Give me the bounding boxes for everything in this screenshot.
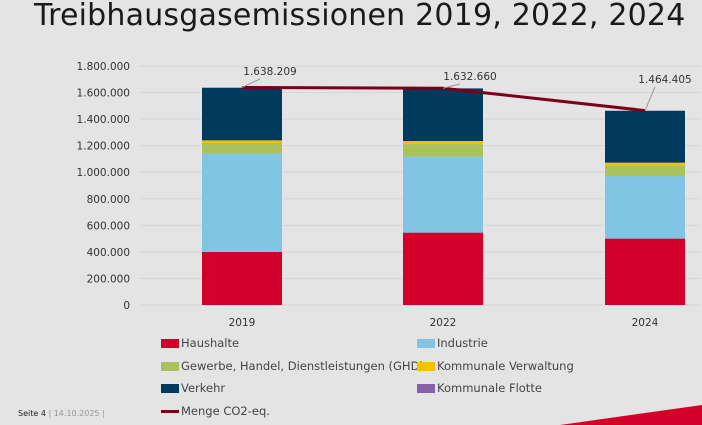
legend-swatch xyxy=(161,361,179,371)
legend-swatch xyxy=(161,409,179,413)
y-tick-label: 800.000 xyxy=(87,194,130,206)
legend-label: Kommunale Flotte xyxy=(437,381,542,395)
legend-item: Industrie xyxy=(417,336,488,350)
legend-label: Gewerbe, Handel, Dienstleistungen (GHD) xyxy=(181,359,424,373)
x-tick-label: 2024 xyxy=(632,317,659,329)
legend-item: Gewerbe, Handel, Dienstleistungen (GHD) xyxy=(161,359,424,373)
y-tick-label: 400.000 xyxy=(87,247,130,259)
bar-segment xyxy=(403,141,483,145)
data-label: 1.632.660 xyxy=(443,71,496,83)
data-label: 1.638.209 xyxy=(243,66,296,78)
bar-segment xyxy=(403,88,483,142)
legend-swatch xyxy=(417,338,435,348)
bar-segment xyxy=(403,144,483,157)
chart-title: Treibhausgasemissionen 2019, 2022, 2024 xyxy=(34,0,686,33)
y-tick-label: 1.200.000 xyxy=(77,141,130,153)
legend-item: Menge CO2-eq. xyxy=(161,404,270,418)
footer: Seite 4 | 14.10.2025 | xyxy=(18,409,105,418)
legend-label: Verkehr xyxy=(181,381,226,395)
legend-swatch xyxy=(161,383,179,393)
bar-segment xyxy=(403,156,483,233)
legend-swatch xyxy=(417,361,435,371)
y-tick-label: 1.400.000 xyxy=(77,114,130,126)
y-tick-label: 200.000 xyxy=(87,273,130,285)
bar-segment xyxy=(605,162,685,166)
legend-item: Verkehr xyxy=(161,381,225,395)
data-label-leader xyxy=(442,83,461,89)
x-tick-label: 2019 xyxy=(229,317,256,329)
legend-item: Haushalte xyxy=(161,336,239,350)
data-label-leader xyxy=(644,86,656,111)
legend-label: Haushalte xyxy=(181,336,240,350)
decorative-wedge xyxy=(560,405,702,425)
legend-label: Menge CO2-eq. xyxy=(181,404,270,418)
y-tick-label: 1.800.000 xyxy=(77,61,130,73)
bar-segment xyxy=(202,251,282,305)
bar-segment xyxy=(403,232,483,305)
bar-segment xyxy=(202,143,282,154)
data-label-leader xyxy=(241,78,261,88)
data-label: 1.464.405 xyxy=(638,74,691,86)
legend-item: Kommunale Flotte xyxy=(417,381,542,395)
y-tick-label: 600.000 xyxy=(87,220,130,232)
bar-segment xyxy=(202,87,282,141)
legend-label: Kommunale Verwaltung xyxy=(437,359,574,373)
bar-segment xyxy=(605,165,685,177)
legend-label: Industrie xyxy=(437,336,488,350)
page-number: Seite 4 xyxy=(18,409,46,418)
date: 14.10.2025 xyxy=(53,409,100,418)
bar-segment xyxy=(202,140,282,144)
bar-segment xyxy=(605,110,685,163)
y-tick-label: 0 xyxy=(123,300,130,312)
legend-item: Kommunale Verwaltung xyxy=(417,359,574,373)
legend-swatch xyxy=(161,338,179,348)
bar-segment xyxy=(605,176,685,239)
legend-swatch xyxy=(417,383,435,393)
y-tick-label: 1.000.000 xyxy=(77,167,130,179)
x-tick-label: 2022 xyxy=(430,317,457,329)
y-tick-label: 1.600.000 xyxy=(77,88,130,100)
bar-segment xyxy=(605,238,685,305)
bar-segment xyxy=(202,153,282,252)
